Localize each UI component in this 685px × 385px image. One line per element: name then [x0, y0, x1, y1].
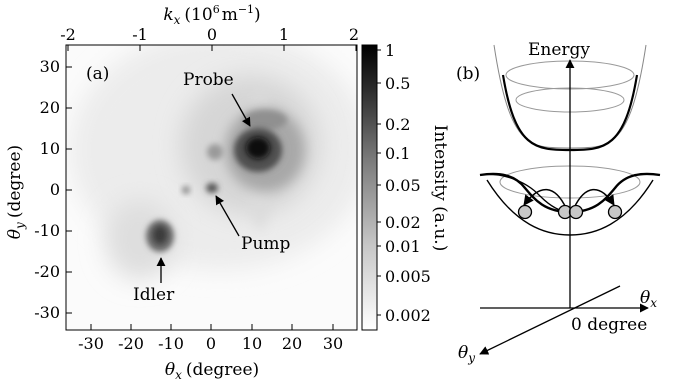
x-axis-label: θx (degree)	[165, 360, 259, 382]
colorbar-tick-label: 0.02	[385, 213, 421, 232]
top-tick-label: 1	[279, 25, 289, 44]
colorbar-tick-label: 1	[385, 41, 395, 60]
polariton-states	[517, 204, 623, 220]
x-tick-label: 30	[323, 334, 343, 353]
pump-arrow	[215, 195, 240, 237]
x-tick-label: -30	[78, 334, 104, 353]
theta-y-label: θy	[458, 343, 475, 365]
y-tick-label: -20	[34, 262, 60, 281]
x-tick-label: -10	[158, 334, 184, 353]
colorbar-tick-label: 0.1	[385, 144, 410, 163]
panel-a-label: (a)	[86, 64, 109, 84]
colorbar-tick-label: 0.5	[385, 74, 410, 93]
top-axis-ticks	[67, 45, 357, 51]
probe-arrow	[231, 93, 251, 127]
top-tick-label: 2	[349, 25, 359, 44]
colorbar-ticks	[377, 49, 381, 316]
energy-label: Energy	[528, 40, 590, 60]
top-tick-label: 0	[207, 25, 217, 44]
y-tick-label: 30	[40, 57, 60, 76]
x-tick-label: -20	[118, 334, 144, 353]
y-tick-label: -30	[34, 303, 60, 322]
y-tick-label: 0	[50, 180, 60, 199]
pump-annotation: Pump	[241, 234, 291, 254]
panel-b-label: (b)	[456, 64, 480, 84]
colorbar-tick-label: 0.005	[385, 267, 431, 286]
top-tick-label: -1	[132, 25, 148, 44]
y-axis-ticks	[66, 66, 72, 314]
theta-x-label: θx	[640, 288, 657, 310]
colorbar-tick-label: 0.01	[385, 237, 421, 256]
colorbar-tick-label: 0.2	[385, 115, 410, 134]
x-tick-label: 0	[206, 334, 216, 353]
top-axis-label: kx (106 m−1)	[163, 3, 260, 27]
colorbar-tick-label: 0.05	[385, 176, 421, 195]
y-tick-label: -10	[34, 221, 60, 240]
x-tick-label: 20	[282, 334, 302, 353]
schematic-axes	[479, 59, 649, 355]
x-tick-label: 10	[242, 334, 262, 353]
x-axis-ticks	[90, 324, 334, 330]
top-tick-label: -2	[60, 25, 76, 44]
colorbar-label: Intensity (a.u.)	[430, 125, 450, 252]
heatmap-image	[66, 45, 357, 330]
origin-label: 0 degree	[571, 315, 647, 335]
colorbar	[361, 44, 378, 331]
y-axis-label: θy(degree)	[5, 145, 27, 239]
idler-annotation: Idler	[133, 285, 175, 305]
y-tick-label: 20	[40, 98, 60, 117]
y-tick-label: 10	[40, 139, 60, 158]
colorbar-tick-label: 0.002	[385, 306, 431, 325]
probe-annotation: Probe	[183, 70, 234, 90]
